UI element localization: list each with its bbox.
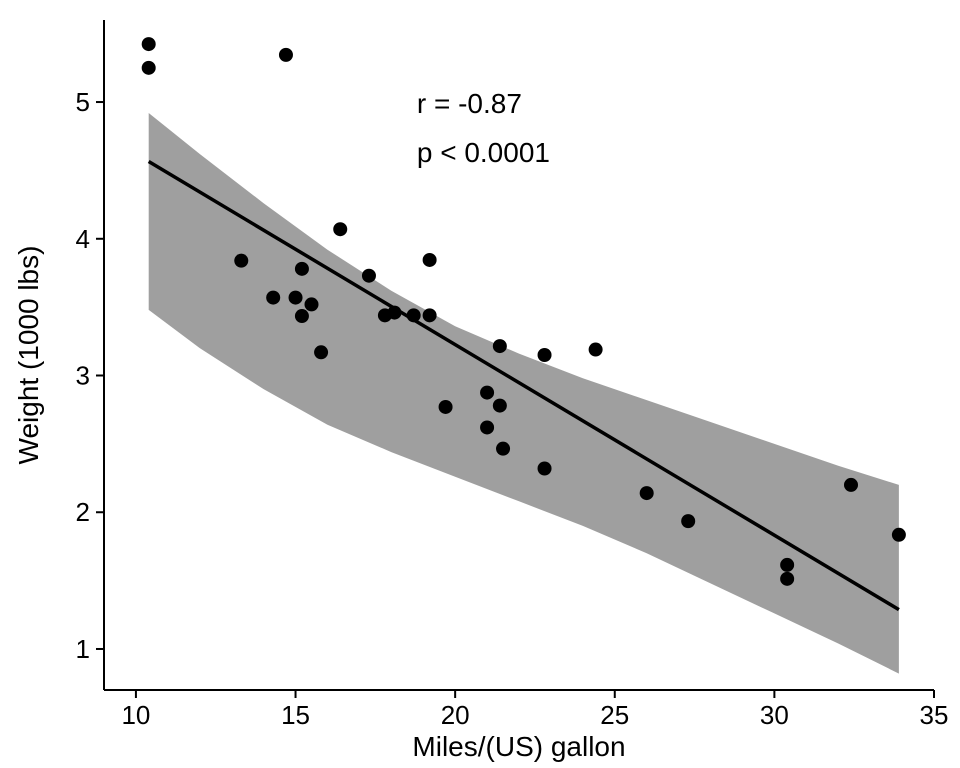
data-point: [480, 420, 494, 434]
x-tick-label: 10: [121, 700, 150, 730]
data-point: [279, 48, 293, 62]
data-point: [538, 461, 552, 475]
y-tick-label: 2: [76, 497, 90, 527]
data-point: [423, 253, 437, 267]
data-point: [844, 478, 858, 492]
data-point: [480, 386, 494, 400]
data-point: [439, 400, 453, 414]
y-tick-label: 1: [76, 634, 90, 664]
x-tick-label: 15: [281, 700, 310, 730]
x-tick-label: 25: [600, 700, 629, 730]
data-point: [333, 222, 347, 236]
y-tick-label: 3: [76, 361, 90, 391]
data-point: [314, 345, 328, 359]
data-point: [378, 308, 392, 322]
chart-svg: 10 15 20 25 30 35 1 2 3 4 5 Miles/(US) gallon Weight…: [0, 0, 960, 768]
data-point: [142, 61, 156, 75]
data-point: [266, 291, 280, 305]
x-tick-label: 30: [760, 700, 789, 730]
data-point: [780, 558, 794, 572]
data-point: [289, 291, 303, 305]
correlation-annotation: r = -0.87: [417, 88, 522, 119]
data-point: [780, 572, 794, 586]
pvalue-annotation: p < 0.0001: [417, 137, 550, 168]
y-axis-label: Weight (1000 lbs): [13, 246, 44, 465]
confidence-band: [149, 113, 899, 674]
data-point: [295, 309, 309, 323]
data-point: [538, 348, 552, 362]
x-tick-label: 20: [441, 700, 470, 730]
scatter-chart: 10 15 20 25 30 35 1 2 3 4 5 Miles/(US) gallon Weight…: [0, 0, 960, 768]
data-point: [493, 339, 507, 353]
y-tick-label: 5: [76, 87, 90, 117]
data-point: [589, 343, 603, 357]
data-point: [496, 442, 510, 456]
data-point: [423, 308, 437, 322]
x-tick-label: 35: [920, 700, 949, 730]
data-point: [234, 254, 248, 268]
data-point: [142, 37, 156, 51]
data-point: [407, 308, 421, 322]
data-point: [295, 262, 309, 276]
data-point: [305, 297, 319, 311]
y-tick-label: 4: [76, 224, 90, 254]
data-point: [493, 399, 507, 413]
data-point: [640, 486, 654, 500]
data-point: [362, 269, 376, 283]
data-point: [892, 528, 906, 542]
data-point: [681, 514, 695, 528]
x-axis-label: Miles/(US) gallon: [412, 731, 625, 762]
